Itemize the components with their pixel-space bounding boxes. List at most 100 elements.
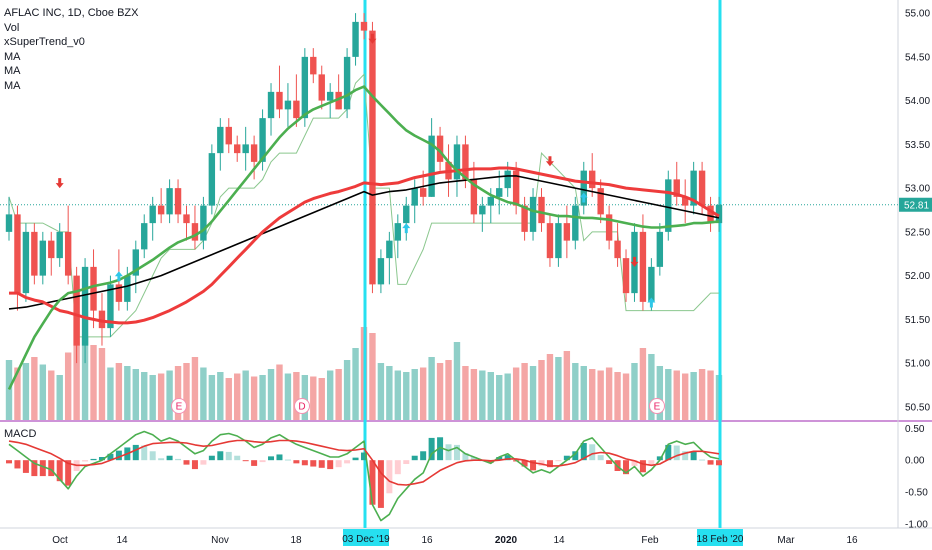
sell-arrow-icon [545,156,554,167]
volume-bar [631,363,638,420]
candle-body [141,223,148,250]
candle-body [132,249,139,276]
volume-bar [386,366,393,420]
volume-bar [73,315,80,420]
macd-histogram-bar [462,453,469,461]
earnings-marker-circle [171,398,187,414]
candle-body [124,275,131,302]
volume-bar [538,360,545,420]
macd-pane-label[interactable]: MACD [4,428,37,440]
candle-body [335,91,342,110]
macd-histogram-bar [589,444,596,461]
macd-histogram-bar [403,460,410,464]
candle-body [174,188,182,215]
candle-body [538,196,545,224]
volume-bar [166,370,173,420]
macd-histogram-bar [48,460,55,477]
volume-bar [707,370,714,420]
volume-bar [681,373,689,420]
candle-body [394,223,402,241]
candle-body [200,205,207,241]
candle-body [56,231,63,259]
macd-histogram-bar [496,457,503,461]
macd-histogram-bar [276,454,283,461]
current-price-tag [899,197,932,212]
legend-volume[interactable]: Vol [4,21,20,34]
volume-bar [157,373,165,420]
volume-bar [436,363,444,420]
candle-body [73,275,80,346]
legend-supertrend[interactable]: xSuperTrend_v0 [4,36,85,48]
volume-bar [529,366,537,420]
candle-body [555,223,562,259]
volume-bar [377,363,385,420]
time-tick-label: 16 [846,535,858,546]
sell-arrow-icon [368,33,377,44]
macd-histogram-bar [690,451,697,461]
volume-bar [614,372,621,420]
macd-histogram-bar [6,460,12,464]
legend-ma-3[interactable]: MA [4,79,21,92]
candle-body [639,231,647,302]
candle-body [310,56,317,75]
sell-arrow-icon [55,178,64,189]
volume-bar [217,372,224,420]
macd-histogram-bar [82,460,89,462]
candle-body [284,100,292,110]
volume-bar [22,363,30,420]
volume-bar [445,360,452,420]
candle-body [14,214,21,294]
macd-histogram-bar [394,460,401,475]
date-highlight-label: 18 Feb '20 [697,534,744,545]
candle-body [377,258,385,285]
price-tick-label: 50.50 [905,402,930,413]
macd-tick-label: 0.00 [905,456,925,467]
candle-body [217,126,224,154]
chart-legend: AFLAC INC, 1D, Cboe BZX Vol xSuperTrend_… [4,6,139,93]
macd-histogram-bar [665,444,672,461]
volume-bar [310,376,317,420]
volume-bar [64,352,72,420]
candle-body [64,231,72,276]
volume-bar [5,360,13,420]
price-tick-label: 55.00 [905,9,930,20]
macd-histogram-bar [428,437,435,461]
macd-histogram-bar [580,443,587,461]
price-tick-label: 53.50 [905,140,930,151]
macd-histogram-bar [293,460,300,464]
legend-ma-1[interactable]: MA [4,50,21,63]
macd-histogram-bar [234,455,241,461]
legend-ma-2[interactable]: MA [4,65,21,77]
candle-body [580,170,587,206]
volume-bar [572,363,579,420]
macd-histogram-bar [344,460,351,464]
macd-histogram-bar [141,445,148,461]
candle-body [352,21,359,57]
macd-histogram-bar [98,457,105,461]
macd-histogram-bar [673,445,680,461]
volume-bar [555,357,562,420]
candle-body [259,118,266,162]
price-tick-label: 52.50 [905,227,930,238]
macd-histogram-bar [530,460,537,471]
volume-bar [580,366,587,420]
time-tick-label: 2020 [495,535,518,546]
macd-histogram-bar [420,451,427,461]
time-tick-label: Feb [641,535,659,546]
buy-arrow-icon [579,192,588,203]
macd-histogram-bar [470,457,477,461]
macd-histogram-bar [259,460,266,463]
candle-body [234,144,241,154]
candle-body [369,30,376,285]
volume-bar [546,354,554,420]
supertrend-line [8,73,719,338]
candle-body [403,205,410,224]
candle-body [360,21,368,31]
macd-histogram-bar [546,460,553,468]
macd-tick-label: -1.00 [905,519,928,530]
volume-bar [479,370,486,420]
macd-histogram-bar [699,459,706,461]
volume-bar [225,378,232,420]
candle-body [301,56,309,119]
